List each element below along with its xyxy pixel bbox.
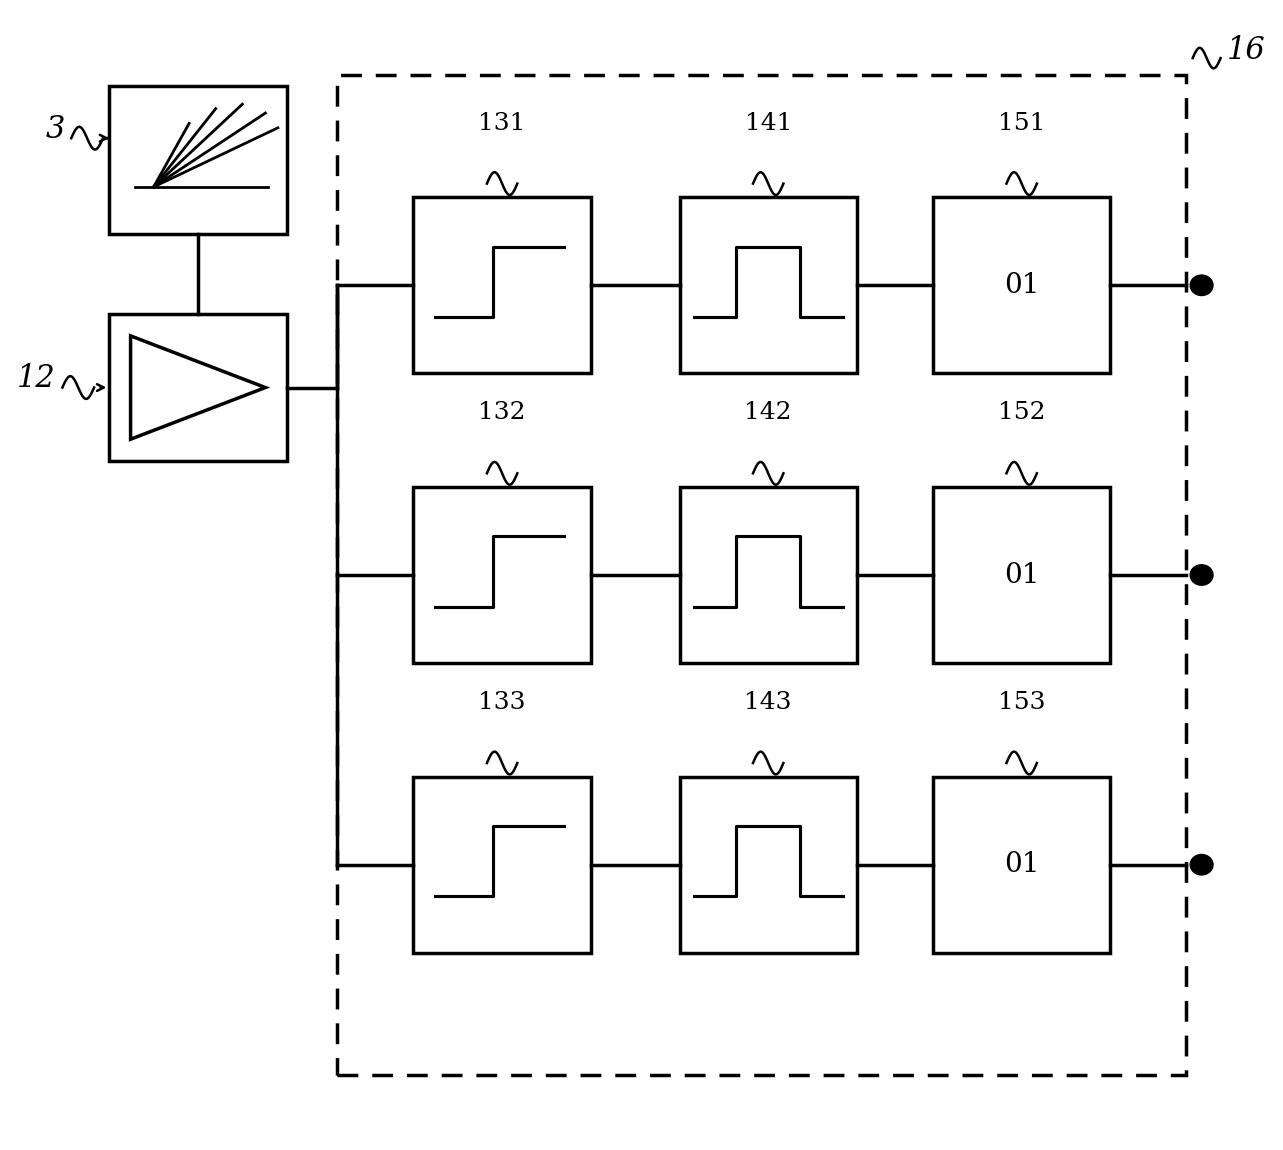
Bar	[933, 486, 1110, 664]
Bar	[680, 486, 857, 664]
Text: 132: 132	[479, 401, 526, 424]
Bar	[413, 776, 590, 952]
Text: 01: 01	[1003, 851, 1039, 879]
Bar	[680, 198, 857, 374]
Text: 16: 16	[1227, 34, 1266, 66]
Text: 151: 151	[998, 112, 1046, 135]
Bar	[933, 776, 1110, 952]
Text: 141: 141	[744, 112, 792, 135]
Bar	[413, 486, 590, 664]
Bar	[933, 198, 1110, 374]
Bar	[109, 86, 286, 235]
Circle shape	[1191, 565, 1212, 585]
Circle shape	[1191, 854, 1212, 875]
Bar	[109, 314, 286, 461]
Text: 01: 01	[1003, 271, 1039, 299]
Text: 12: 12	[17, 363, 56, 394]
Circle shape	[1191, 275, 1212, 296]
Text: 143: 143	[744, 691, 792, 714]
Bar	[337, 75, 1187, 1075]
Text: 3: 3	[46, 114, 65, 145]
Text: 142: 142	[744, 401, 792, 424]
Text: 131: 131	[479, 112, 526, 135]
Bar	[413, 198, 590, 374]
Text: 01: 01	[1003, 561, 1039, 589]
Text: 133: 133	[479, 691, 526, 714]
Text: 153: 153	[998, 691, 1046, 714]
Bar	[680, 776, 857, 952]
Text: 152: 152	[998, 401, 1046, 424]
